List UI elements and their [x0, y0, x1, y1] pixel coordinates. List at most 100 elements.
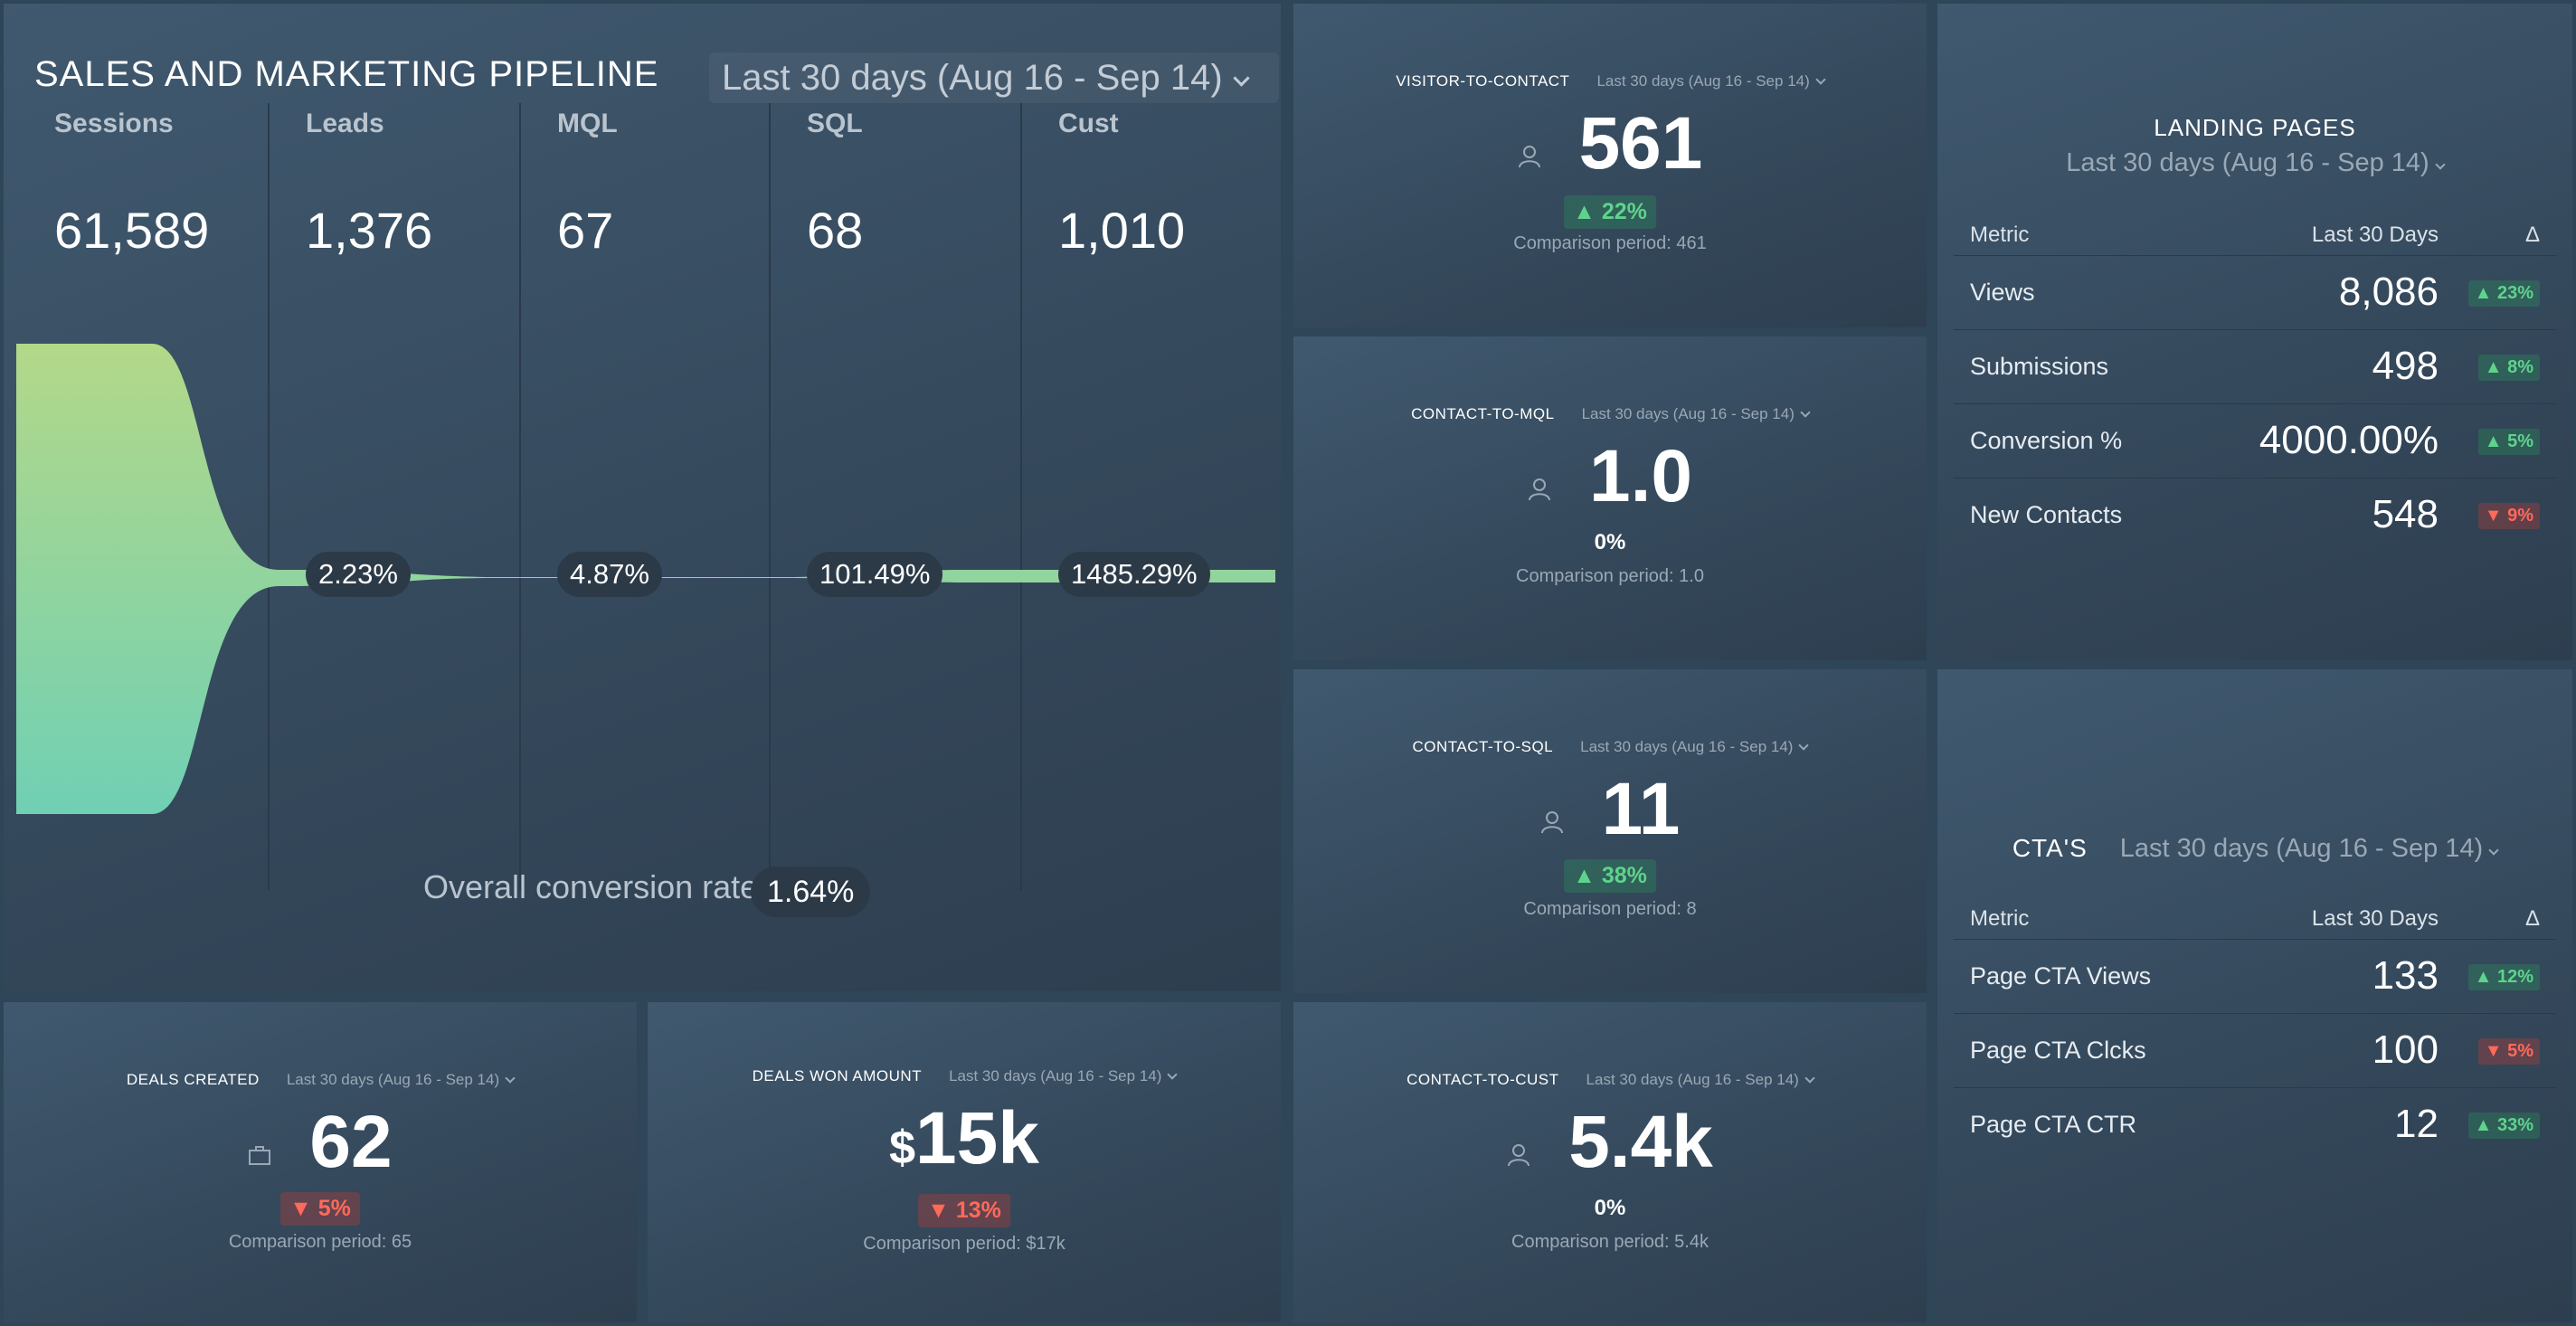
kpi-date-range-dropdown[interactable]: Last 30 days (Aug 16 - Sep 14) [1581, 405, 1811, 422]
chevron-down-icon [1798, 740, 1810, 751]
kpi-contact-to-sql: CONTACT-TO-SQL Last 30 days (Aug 16 - Sep… [1293, 669, 1927, 993]
table-row: Page CTA Views 133 ▲ 12% [1954, 939, 2556, 1014]
row-delta-badge: ▲ 23% [2467, 280, 2540, 307]
kpi-comparison: Comparison period: $17k [863, 1234, 1065, 1254]
stage-value-cust: 1,010 [1058, 202, 1186, 259]
row-metric: Page CTA CTR [1970, 1111, 2137, 1138]
row-metric: Page CTA Views [1970, 962, 2152, 990]
row-delta-badge: ▲ 8% [2477, 355, 2540, 381]
chevron-down-icon [505, 1073, 516, 1084]
row-delta-badge: ▲ 33% [2467, 1113, 2540, 1139]
pipeline-title: SALES AND MARKETING PIPELINE [34, 54, 659, 94]
kpi-date-range-label: Last 30 days (Aug 16 - Sep 14) [286, 1071, 500, 1088]
table-row: Submissions 498 ▲ 8% [1954, 329, 2556, 404]
row-value: 548 [2372, 492, 2439, 536]
funnel-shape [16, 344, 1275, 814]
stage-label-leads: Leads [306, 109, 384, 138]
kpi-change-badge: ▼ 13% [918, 1194, 1010, 1227]
user-icon [1518, 101, 1541, 168]
table-row: Page CTA Clcks 100 ▼ 5% [1954, 1013, 2556, 1088]
kpi-date-range-label: Last 30 days (Aug 16 - Sep 14) [1596, 72, 1810, 90]
kpi-currency: $ [889, 1122, 916, 1174]
kpi-comparison: Comparison period: 461 [1513, 233, 1707, 253]
conversion-rate-pill: 101.49% [807, 552, 943, 597]
row-value: 498 [2372, 344, 2439, 388]
row-value: 133 [2372, 953, 2439, 998]
ctas-date-range-dropdown[interactable]: Last 30 days (Aug 16 - Sep 14) [2120, 834, 2499, 863]
kpi-deals-created: DEALS CREATED Last 30 days (Aug 16 - Sep … [4, 1002, 637, 1322]
landing-pages-panel: LANDING PAGES Last 30 days (Aug 16 - Sep… [1937, 4, 2572, 660]
landing-pages-date-range-dropdown[interactable]: Last 30 days (Aug 16 - Sep 14) [1937, 148, 2572, 178]
kpi-value: 15k [915, 1097, 1039, 1179]
kpi-date-range-dropdown[interactable]: Last 30 days (Aug 16 - Sep 14) [1586, 1071, 1815, 1088]
chevron-down-icon [2488, 845, 2499, 856]
user-icon [1507, 1100, 1530, 1167]
kpi-date-range-label: Last 30 days (Aug 16 - Sep 14) [949, 1067, 1162, 1084]
landing-pages-date-range-label: Last 30 days (Aug 16 - Sep 14) [2066, 148, 2429, 177]
kpi-date-range-dropdown[interactable]: Last 30 days (Aug 16 - Sep 14) [949, 1067, 1179, 1084]
kpi-visitor-to-contact: VISITOR-TO-CONTACT Last 30 days (Aug 16 -… [1293, 4, 1927, 327]
row-metric: Page CTA Clcks [1970, 1037, 2146, 1064]
chevron-down-icon [1804, 1073, 1815, 1084]
chevron-down-icon [2435, 159, 2446, 170]
row-value: 8,086 [2338, 270, 2439, 314]
kpi-title: CONTACT-TO-SQL [1412, 738, 1554, 755]
stage-label-sessions: Sessions [54, 109, 174, 138]
overall-conversion-label: Overall conversion rate [423, 868, 759, 905]
kpi-comparison: Comparison period: 5.4k [1511, 1232, 1709, 1252]
kpi-title: DEALS WON AMOUNT [752, 1067, 923, 1084]
table-header: Metric Last 30 Days Δ [1954, 219, 2556, 256]
kpi-value: 5.4k [1568, 1101, 1713, 1183]
table-row: New Contacts 548 ▼ 9% [1954, 478, 2556, 552]
ctas-panel: CTA'S Last 30 days (Aug 16 - Sep 14) Metr… [1937, 669, 2572, 1322]
kpi-value: 1.0 [1589, 435, 1692, 517]
conversion-rate-pill: 1485.29% [1058, 552, 1210, 597]
kpi-date-range-dropdown[interactable]: Last 30 days (Aug 16 - Sep 14) [286, 1071, 516, 1088]
column-header-delta: Δ [2524, 906, 2540, 931]
kpi-title: VISITOR-TO-CONTACT [1396, 72, 1570, 90]
stage-value-mql: 67 [557, 202, 614, 259]
conversion-rate-pill: 4.87% [557, 552, 662, 597]
overall-conversion-value: 1.64% [751, 867, 871, 917]
kpi-change-badge: ▲ 22% [1564, 195, 1656, 229]
kpi-value: 561 [1578, 102, 1703, 185]
kpi-date-range-dropdown[interactable]: Last 30 days (Aug 16 - Sep 14) [1580, 738, 1810, 755]
kpi-contact-to-mql: CONTACT-TO-MQL Last 30 days (Aug 16 - Sep… [1293, 336, 1927, 660]
pipeline-date-range-dropdown[interactable]: Last 30 days (Aug 16 - Sep 14) [709, 52, 1279, 103]
kpi-comparison: Comparison period: 8 [1523, 899, 1697, 919]
row-delta-badge: ▲ 5% [2477, 429, 2540, 455]
kpi-deals-won-amount: DEALS WON AMOUNT Last 30 days (Aug 16 - S… [648, 1002, 1281, 1322]
kpi-date-range-label: Last 30 days (Aug 16 - Sep 14) [1586, 1071, 1799, 1088]
table-row: Page CTA CTR 12 ▲ 33% [1954, 1087, 2556, 1161]
column-header-metric: Metric [1970, 906, 2030, 931]
stage-value-leads: 1,376 [306, 202, 433, 259]
stage-label-mql: MQL [557, 109, 618, 138]
kpi-date-range-label: Last 30 days (Aug 16 - Sep 14) [1580, 738, 1794, 755]
table-row: Conversion % 4000.00% ▲ 5% [1954, 403, 2556, 478]
column-header-last-30-days: Last 30 Days [2311, 223, 2439, 247]
ctas-title: CTA'S [2012, 834, 2088, 862]
chevron-down-icon [1815, 74, 1826, 85]
pipeline-date-range-label: Last 30 days (Aug 16 - Sep 14) [722, 58, 1223, 98]
user-icon [1540, 767, 1564, 834]
row-value: 12 [2394, 1102, 2439, 1146]
table-row: Views 8,086 ▲ 23% [1954, 255, 2556, 330]
kpi-date-range-dropdown[interactable]: Last 30 days (Aug 16 - Sep 14) [1596, 72, 1826, 90]
row-delta-badge: ▼ 5% [2477, 1038, 2540, 1065]
column-header-delta: Δ [2524, 223, 2540, 247]
kpi-title: CONTACT-TO-MQL [1411, 405, 1555, 422]
funnel-chart [16, 344, 1275, 814]
kpi-change-badge: 0% [1594, 1196, 1626, 1220]
pipeline-panel: SALES AND MARKETING PIPELINE Last 30 day… [4, 4, 1281, 991]
kpi-date-range-label: Last 30 days (Aug 16 - Sep 14) [1581, 405, 1795, 422]
column-header-last-30-days: Last 30 Days [2311, 906, 2439, 931]
stage-divider [519, 103, 521, 890]
row-value: 4000.00% [2259, 418, 2439, 462]
kpi-title: CONTACT-TO-CUST [1406, 1071, 1559, 1088]
row-delta-badge: ▲ 12% [2467, 964, 2540, 990]
landing-pages-title: LANDING PAGES [2154, 114, 2356, 141]
row-metric: Views [1970, 279, 2035, 306]
kpi-comparison: Comparison period: 1.0 [1516, 566, 1704, 586]
stage-label-cust: Cust [1058, 109, 1119, 138]
table-header: Metric Last 30 Days Δ [1954, 903, 2556, 940]
